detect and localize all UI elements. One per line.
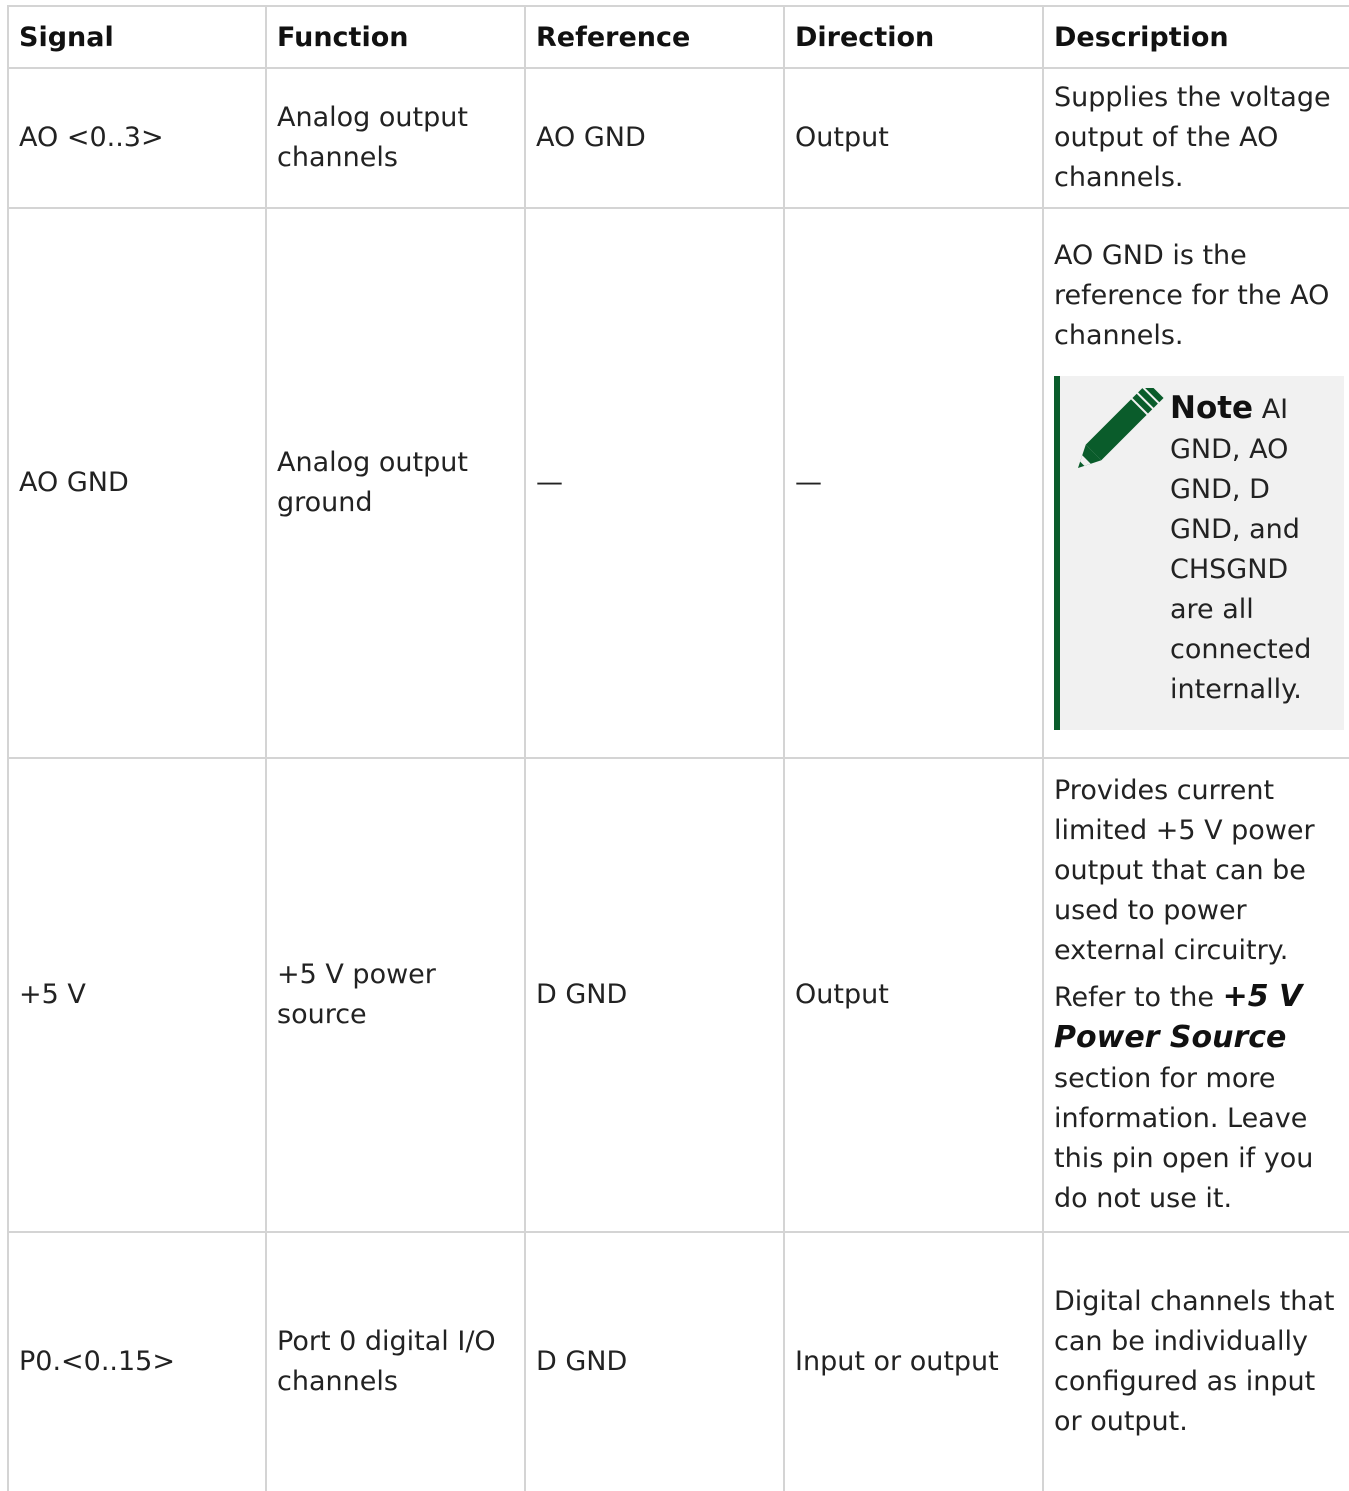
description-text: Provides current limited +5 V power outp…: [1054, 775, 1315, 966]
cell-signal: AO GND: [7, 207, 267, 759]
header-reference: Reference: [524, 5, 785, 69]
note-callout: Note AI GND, AO GND, D GND, and CHSGND a…: [1054, 376, 1344, 730]
header-direction: Direction: [783, 5, 1044, 69]
cell-direction: Output: [783, 757, 1044, 1233]
reference-prefix: Refer to the: [1054, 982, 1214, 1013]
cell-direction: Output: [783, 67, 1044, 209]
note-text: Note AI GND, AO GND, D GND, and CHSGND a…: [1170, 388, 1334, 710]
pencil-icon: [1060, 382, 1170, 476]
cell-signal: P0.<0..15>: [7, 1231, 267, 1491]
cell-signal: +5 V: [7, 757, 267, 1233]
description-reference: Refer to the +5 V Power Source section f…: [1054, 977, 1344, 1219]
cell-direction: Input or output: [783, 1231, 1044, 1491]
header-description: Description: [1042, 5, 1349, 69]
cell-reference: D GND: [524, 757, 785, 1233]
cell-description: Provides current limited +5 V power outp…: [1042, 757, 1349, 1233]
cell-function: +5 V power source: [265, 757, 526, 1233]
cell-description: AO GND is the reference for the AO chann…: [1042, 207, 1349, 759]
description-text: AO GND is the reference for the AO chann…: [1054, 240, 1330, 351]
header-signal: Signal: [7, 5, 267, 69]
table-row: +5 V +5 V power source D GND Output Prov…: [7, 757, 1349, 1233]
signal-description-table: Signal Function Reference Direction Desc…: [7, 5, 1349, 1491]
reference-suffix: section for more information. Leave this…: [1054, 1063, 1314, 1214]
cell-reference: D GND: [524, 1231, 785, 1491]
power-source-link[interactable]: +5 V Power Source: [1054, 979, 1303, 1055]
table-row: AO <0..3> Analog output channels AO GND …: [7, 67, 1349, 209]
cell-function: Analog output ground: [265, 207, 526, 759]
cell-description: Digital channels that can be individuall…: [1042, 1231, 1349, 1491]
header-function: Function: [265, 5, 526, 69]
cell-reference: —: [524, 207, 785, 759]
table-row: AO GND Analog output ground — — AO GND i…: [7, 207, 1349, 759]
cell-signal: AO <0..3>: [7, 67, 267, 209]
cell-function: Port 0 digital I/O channels: [265, 1231, 526, 1491]
cell-direction: —: [783, 207, 1044, 759]
table-header-row: Signal Function Reference Direction Desc…: [7, 5, 1349, 69]
cell-reference: AO GND: [524, 67, 785, 209]
note-body: AI GND, AO GND, D GND, and CHSGND are al…: [1170, 394, 1312, 705]
cell-description: Supplies the voltage output of the AO ch…: [1042, 67, 1349, 209]
table-row: P0.<0..15> Port 0 digital I/O channels D…: [7, 1231, 1349, 1491]
cell-function: Analog output channels: [265, 67, 526, 209]
note-label: Note: [1170, 390, 1254, 426]
